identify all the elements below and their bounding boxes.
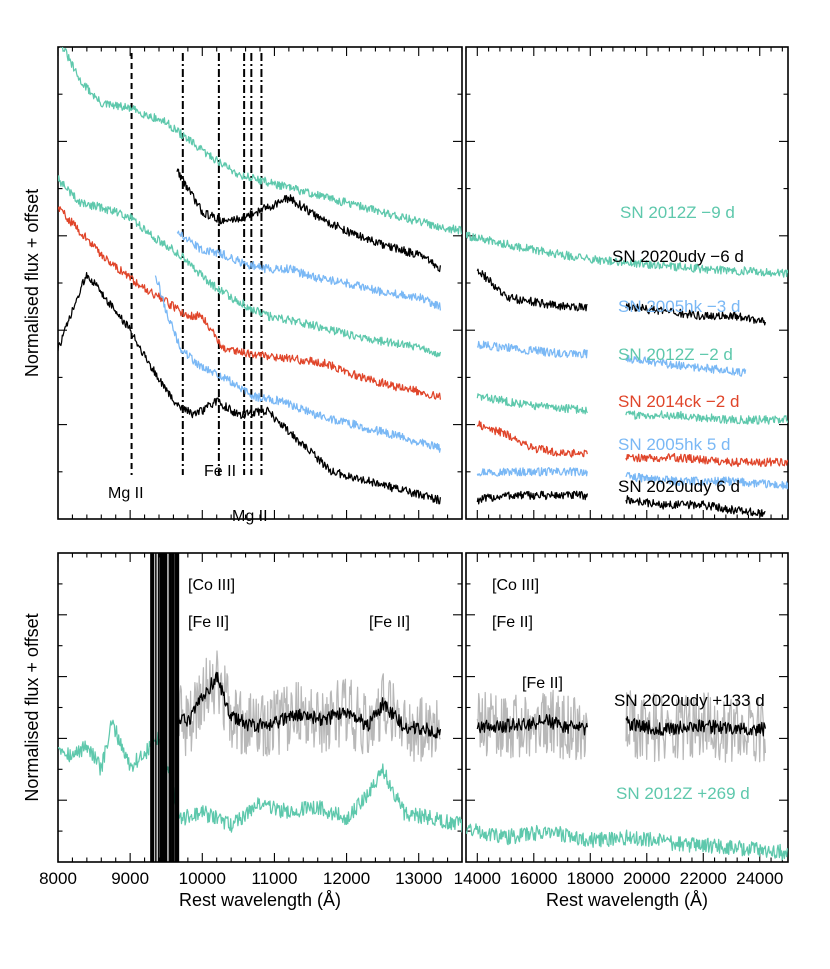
spectrum-sn-2014ck-2-d [476,420,788,468]
plot-area [466,231,788,517]
line-annotation: [Co III] [188,577,235,594]
spectrum-sn-2020udy-133-d [476,713,767,737]
spectrum-sn-2005hk-5-d [154,275,442,453]
line-annotation: [Fe II] [369,614,410,631]
line-marker-label: Fe II [204,463,236,480]
spectrum-sn-2012z-269-d [466,823,788,861]
series-label: SN 2020udy −6 d [612,247,744,266]
spectrum-sn-2014ck-2-d [58,206,442,400]
series-label: SN 2012Z −2 d [618,345,733,364]
spectrum-sn-2005hk-3-d [476,340,747,377]
y-axis-title: Normalised flux + offset [22,613,42,801]
line-annotation: [Fe II] [492,614,533,631]
plot-area [58,553,462,862]
spectrum-sn-2012z-9-d [466,231,788,278]
series-label: SN 2014ck −2 d [618,392,739,411]
spectrum-sn-2020udy-133-d [176,671,442,739]
axis-frame [57,46,463,520]
spectrum-sn-2012z-2-d [58,175,442,358]
x-tick-label: 9000 [111,869,149,888]
spectrum-sn-2005hk-5-d [476,466,788,490]
x-axis-title: Rest wavelength (Å) [546,890,708,910]
series-label: SN 2012Z +269 d [616,784,750,803]
x-tick-label: 20000 [623,869,670,888]
x-axis-title: Rest wavelength (Å) [179,890,341,910]
line-marker-label: Mg II [232,508,268,525]
x-tick-label: 18000 [567,869,614,888]
x-tick-label: 12000 [323,869,370,888]
axis-frame [57,552,463,863]
spectrum-sn-2020udy-6-d [476,268,767,326]
spectrum-sn-2012z-9-d [60,47,462,235]
x-ticks [57,47,463,519]
spectrum-sn-2012z-269-d [58,719,462,833]
spectrum-sn-2020udy-6-d [176,168,442,273]
spectrum-noise [176,650,441,762]
series-label: SN 2012Z −9 d [620,203,735,222]
line-annotation: [Fe II] [188,614,229,631]
x-ticks [57,553,463,862]
x-tick-label: 24000 [736,869,783,888]
line-marker-label: Mg II [108,485,144,502]
x-ticks [465,47,788,519]
y-axis-title: Normalised flux + offset [22,189,42,377]
plot-area [58,47,462,505]
panel-top-right: SN 2012Z −9 d SN 2020udy −6 d SN 2005hk −3… [465,46,789,520]
x-tick-label: 22000 [680,869,727,888]
panel-top-left: Normalised flux + offset Mg II Fe II Mg II [22,46,463,525]
spectrum-noise [476,689,767,763]
panel-bottom-left: 8000 9000 10000 11000 12000 13000 Normalised f… [22,552,463,910]
series-label: SN 2005hk 5 d [618,435,730,454]
panel-bottom-right: 14000 16000 18000 20000 22000 24000 Rest wavel… [454,552,789,910]
series-label: SN 2020udy 6 d [618,477,740,496]
x-ticks [465,553,788,862]
spectrum-sn-2020udy-6-d [58,271,442,505]
x-tick-label: 11000 [251,869,297,888]
x-tick-label: 8000 [39,869,77,888]
spectrum-sn-2005hk-3-d [176,230,442,311]
series-label: SN 2020udy +133 d [614,691,765,710]
line-annotation: [Fe II] [522,675,563,692]
plot-area [466,689,788,861]
spectrum-sn-2012z-2-d [476,393,788,425]
series-label: SN 2005hk −3 d [618,297,740,316]
x-tick-label: 14000 [454,869,501,888]
x-tick-label: 16000 [510,869,557,888]
line-annotation: [Co III] [492,577,539,594]
spectrum-sn-2020udy-6-d [476,490,766,517]
x-tick-label: 13000 [395,869,442,888]
x-tick-label: 10000 [179,869,226,888]
